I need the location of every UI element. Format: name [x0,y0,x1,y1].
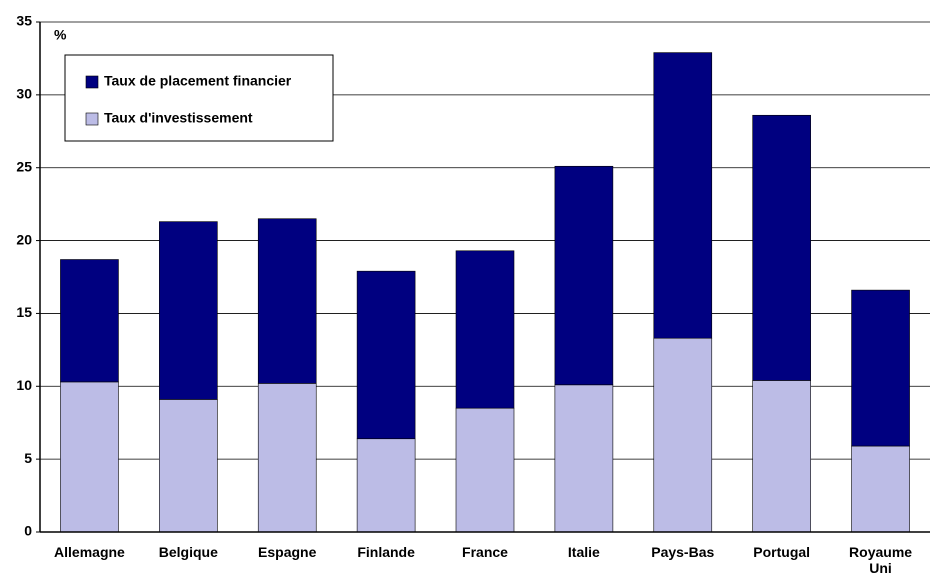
y-tick-label: 30 [16,86,32,102]
bar-segment [554,165,614,386]
y-tick-label: 10 [16,377,32,393]
legend-label: Taux de placement financier [104,73,292,89]
bar-segment [159,221,218,400]
y-tick-label: 35 [16,13,32,29]
bar-segment [356,438,416,533]
bar-segment [851,445,910,533]
x-tick-label: Allemagne [54,544,125,560]
x-tick-label: France [462,544,508,560]
bar-segment [554,384,614,533]
x-tick-label: Finlande [357,544,415,560]
bar-segment [257,383,317,533]
bar-segment [60,381,119,533]
bar-segment [851,289,910,447]
bar-segment [653,337,713,533]
x-tick-label: Espagne [258,544,317,560]
y-tick-label: 0 [24,523,32,539]
bar-segment [752,114,811,381]
x-tick-label: Royaume Uni [849,544,913,576]
legend-swatch [85,75,99,89]
bar-segment [653,52,713,339]
bar-segment [356,270,416,440]
legend-swatch [85,112,99,126]
bar-segment [455,407,515,533]
bar-segment [752,380,811,533]
legend-box [64,54,334,142]
y-tick-label: 25 [16,158,32,174]
x-tick-label: Italie [567,544,600,560]
x-tick-label: Belgique [158,544,218,560]
bar-segment [455,250,515,409]
bar-segment [257,218,317,384]
y-tick-label: 5 [24,450,32,466]
bar-segment [159,399,218,533]
y-axis-unit: % [54,27,67,43]
y-tick-label: 15 [16,304,32,320]
x-tick-label: Portugal [753,544,811,560]
y-tick-label: 20 [16,231,32,247]
legend-label: Taux d'investissement [104,110,253,126]
bar-segment [60,259,119,383]
x-tick-label: Pays-Bas [651,544,715,560]
